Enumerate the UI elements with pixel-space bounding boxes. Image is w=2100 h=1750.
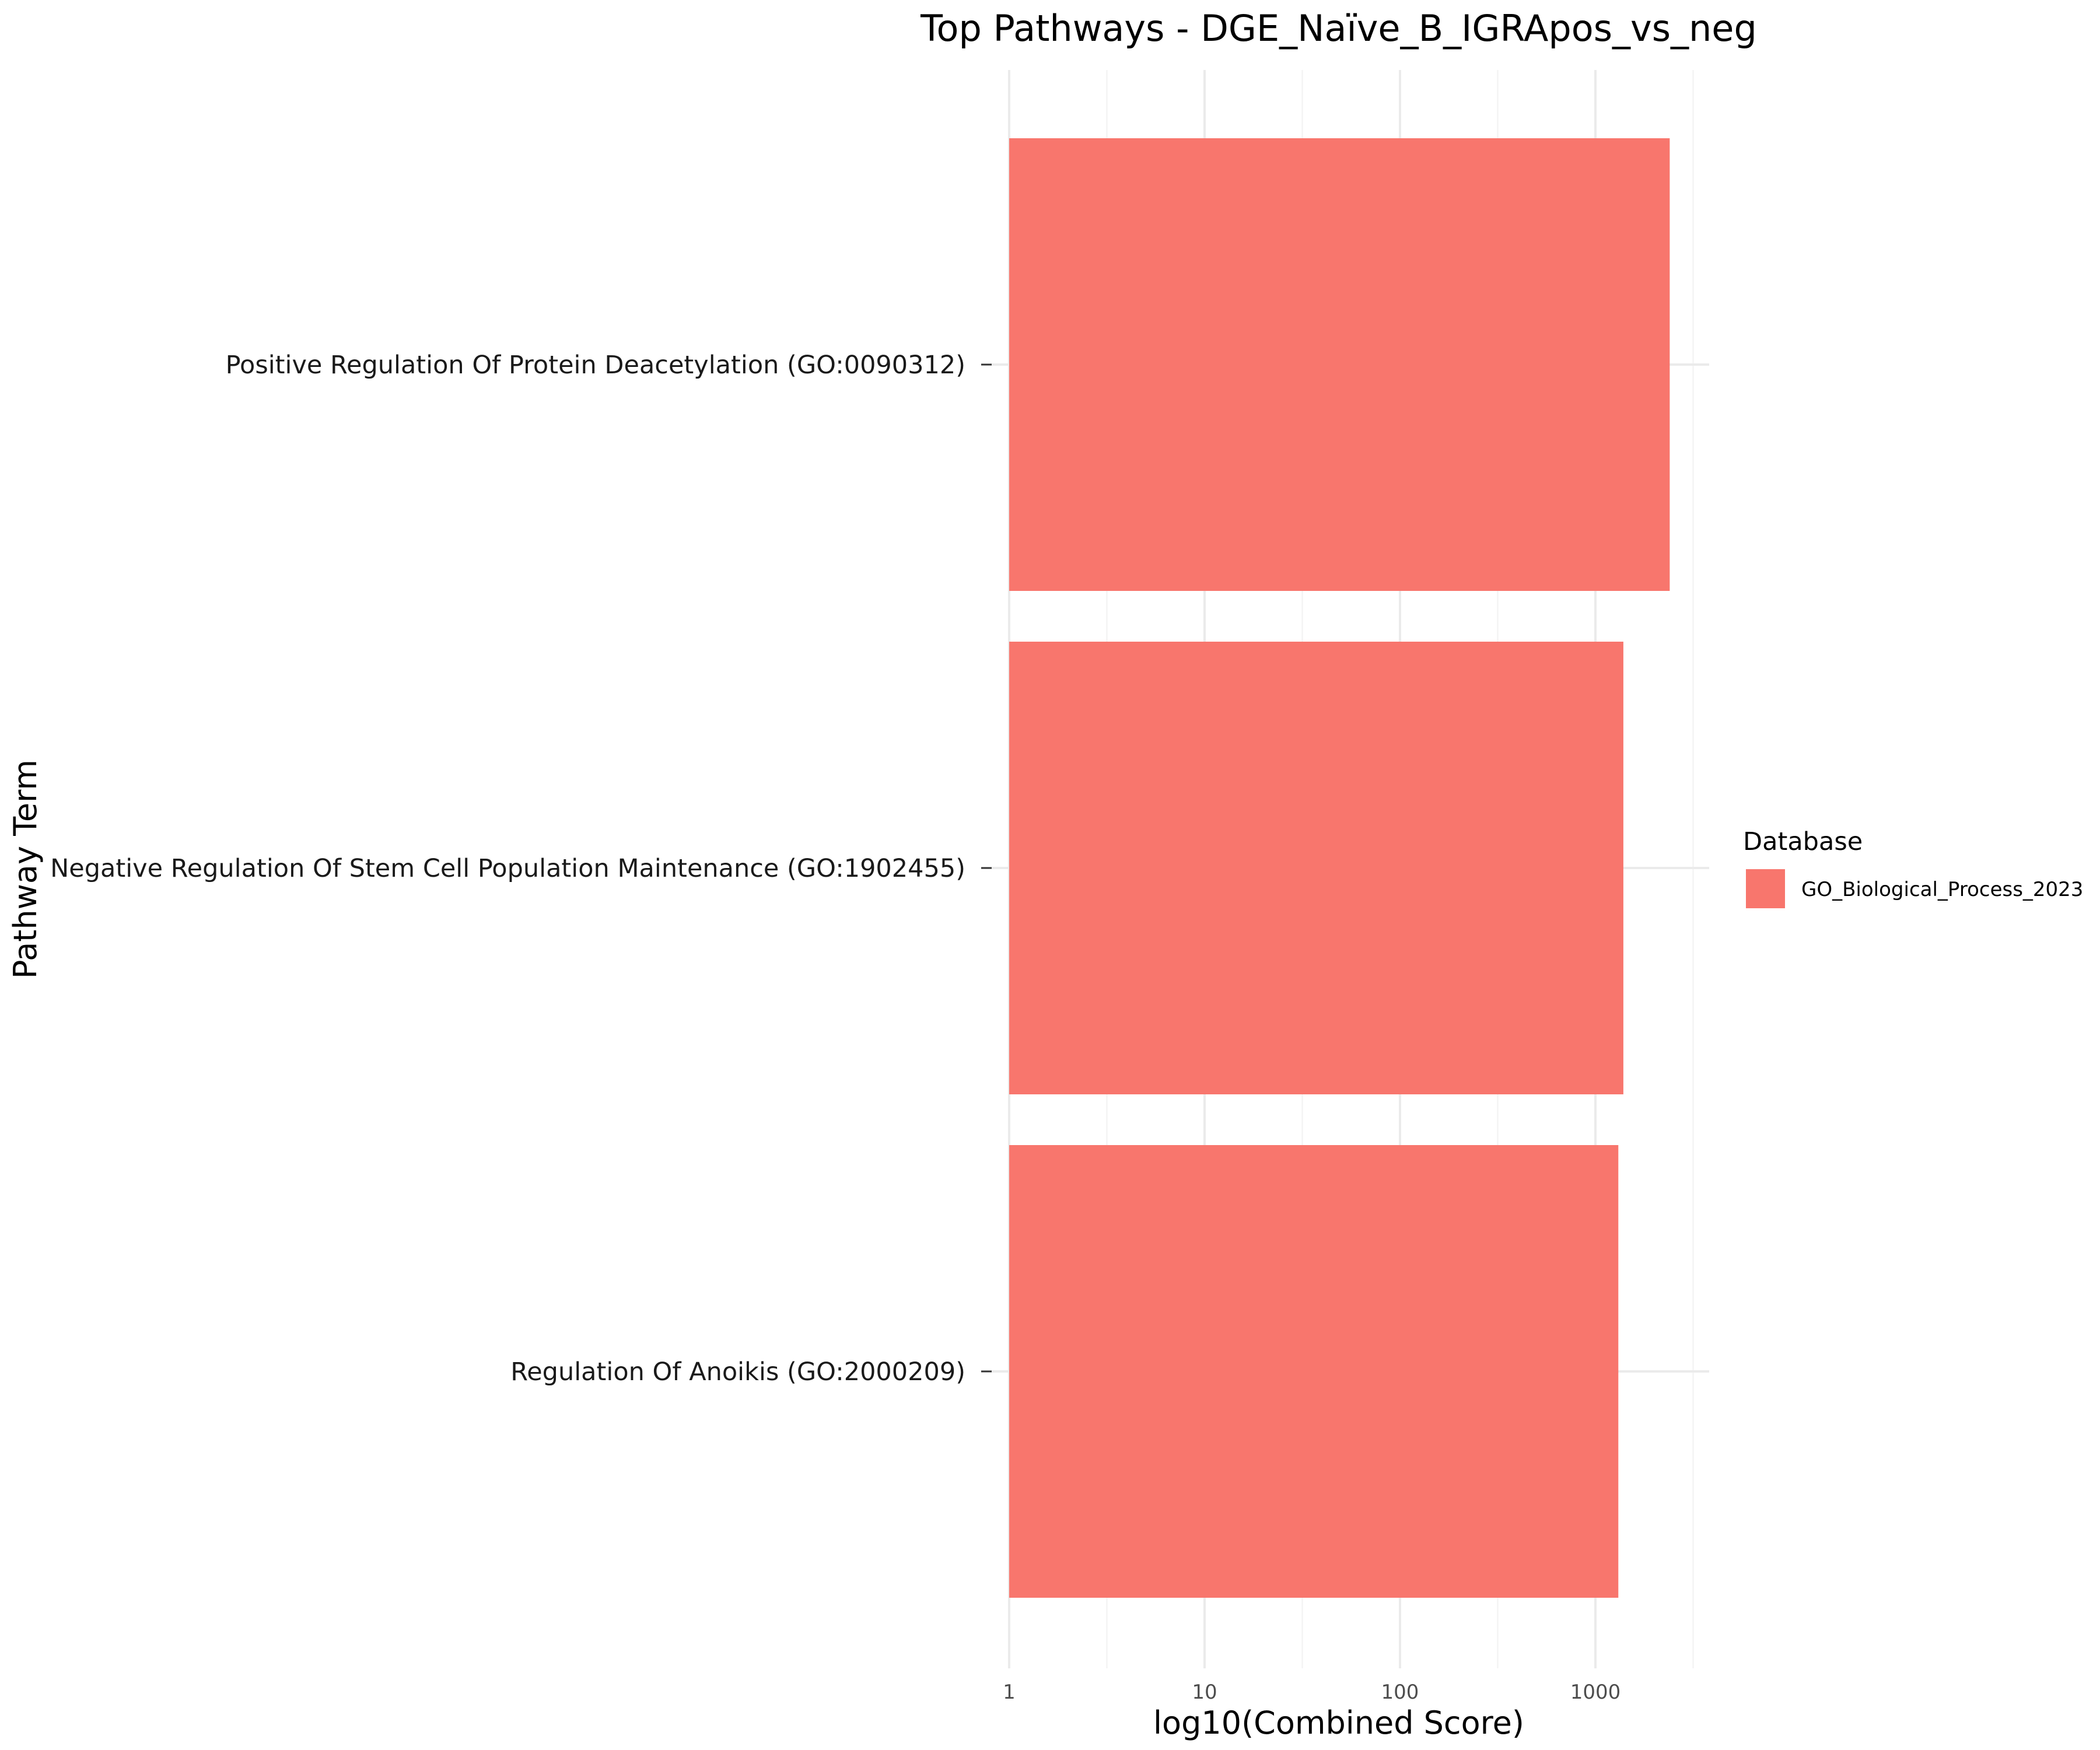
bar (1009, 138, 1670, 591)
x-tick-labels: 1 10 100 1000 (1003, 1681, 1620, 1704)
bar (1009, 1145, 1619, 1598)
legend: Database GO_Biological_Process_2023 (1743, 827, 2083, 908)
legend-label: GO_Biological_Process_2023 (1801, 878, 2083, 901)
x-tick-label: 1000 (1570, 1681, 1621, 1704)
bar (1009, 642, 1623, 1094)
bars (1009, 138, 1670, 1598)
chart-title: Top Pathways - DGE_Naïve_B_IGRApos_vs_ne… (920, 7, 1757, 50)
x-tick-label: 100 (1381, 1681, 1419, 1704)
category-label: Negative Regulation Of Stem Cell Populat… (50, 854, 965, 883)
x-tick-label: 10 (1192, 1681, 1217, 1704)
category-labels: Positive Regulation Of Protein Deacetyla… (50, 351, 965, 1387)
y-tick-marks (981, 363, 992, 1373)
x-tick-label: 1 (1003, 1681, 1016, 1704)
legend-title: Database (1743, 827, 1863, 856)
x-axis-title: log10(Combined Score) (1153, 1704, 1524, 1741)
y-axis-title: Pathway Term (7, 760, 44, 979)
category-label: Regulation Of Anoikis (GO:2000209) (510, 1357, 965, 1387)
category-label: Positive Regulation Of Protein Deacetyla… (226, 351, 965, 380)
legend-swatch (1746, 869, 1785, 908)
